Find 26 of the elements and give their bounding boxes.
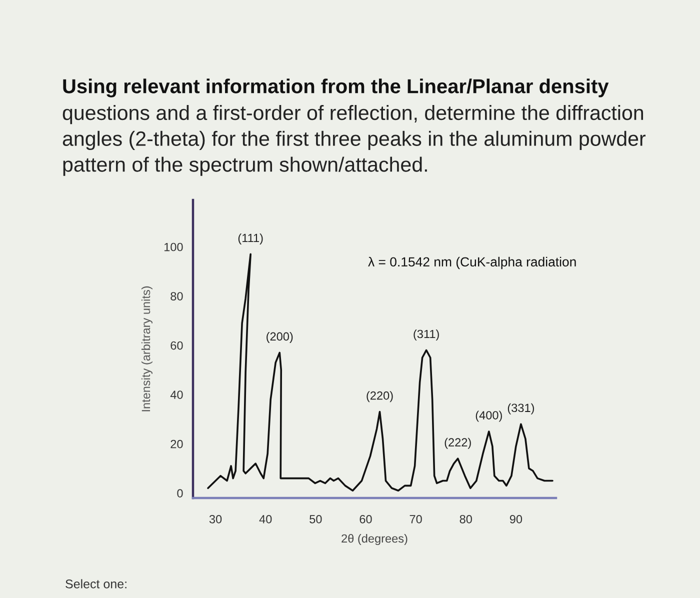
y-tick-label: 40 [170, 390, 183, 399]
x-tick-label: 30 [209, 514, 222, 524]
annotation: (220) [366, 391, 393, 402]
chart-title: Using relevant information from the Linear/Planar density [63, 78, 609, 98]
annotation: λ = 0.1542 nm (CuK-alpha radiation [368, 256, 576, 270]
x-axis-title: 2θ (degrees) [342, 534, 408, 546]
annotation: (311) [414, 330, 439, 341]
x-tick-label: 80 [460, 514, 472, 524]
y-axis-title: Intensity (arbitrary units) [141, 286, 152, 412]
y-tick-label: 80 [170, 292, 183, 300]
x-tick-label: 50 [310, 514, 322, 524]
y-tick-label: 0 [177, 489, 183, 498]
x-tick-label: 60 [360, 514, 372, 524]
chart-subtitle: questions and a first-order of reflection, determine the diffraction angles (2-theta) for the first three peaks in the aluminum powder pattern of the spectrum shown/attached. [62, 105, 646, 176]
annotation: (400) [476, 410, 502, 422]
x-tick-label: 40 [259, 514, 272, 524]
text: Select one: [66, 579, 126, 588]
annotation: (200) [266, 332, 293, 343]
y-tick-label: 100 [164, 242, 183, 252]
y-tick-label: 20 [170, 440, 183, 448]
x-tick-label: 90 [510, 514, 522, 524]
annotation: (111) [238, 233, 263, 244]
annotation: (222) [444, 438, 471, 449]
annotation: (331) [508, 403, 534, 414]
y-tick-label: 60 [170, 341, 183, 350]
x-tick-label: 70 [410, 514, 422, 524]
